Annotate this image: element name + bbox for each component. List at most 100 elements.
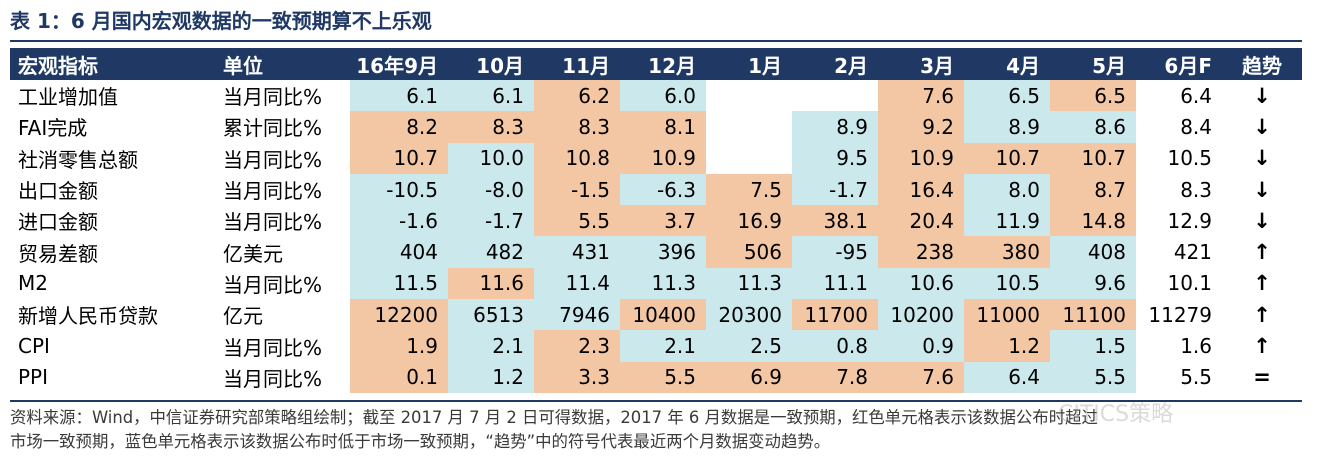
trend-down-arrow-icon: ↓	[1253, 208, 1271, 233]
data-cell: 6.5	[1050, 80, 1136, 112]
data-cell: 8.0	[964, 173, 1050, 206]
data-cell: 11.3	[620, 267, 706, 300]
forecast-cell: 10.5	[1167, 146, 1212, 171]
table-row: PPI 当月同比% 0.1 1.2 3.3 5.5 6.9 7.8 7.6 6.4 5.5 5.5 =	[10, 361, 1302, 393]
data-cell: 1.5	[1050, 330, 1136, 362]
data-cell: 16.4	[878, 173, 964, 206]
data-cell: 5.5	[534, 205, 620, 237]
data-cell	[706, 111, 792, 143]
forecast-cell: 11279	[1148, 302, 1212, 327]
forecast-cell: 6.4	[1180, 83, 1212, 108]
indicator-unit: 当月同比%	[223, 147, 323, 172]
column-header: 11月	[534, 48, 620, 80]
data-cell: 10200	[878, 299, 964, 331]
data-cell: 9.5	[792, 142, 878, 174]
data-cell: 7.6	[878, 361, 964, 393]
indicator-unit: 累计同比%	[223, 116, 323, 141]
indicator-name: 工业增加值	[18, 85, 118, 110]
data-cell: 6.2	[534, 80, 620, 112]
macro-data-table: 宏观指标 单位 16年9月 10月 11月 12月 1月 2月 3月 4月 5月 6月F 趋势 工业增加…	[10, 48, 1302, 393]
data-cell: 11700	[792, 299, 878, 331]
indicator-unit: 当月同比%	[223, 335, 323, 360]
indicator-name: FAI完成	[18, 116, 88, 141]
data-cell: 8.1	[620, 111, 706, 143]
data-cell: 404	[350, 236, 448, 268]
data-cell: 8.3	[448, 111, 534, 143]
data-cell: 10.7	[350, 142, 448, 174]
data-cell: 0.1	[350, 361, 448, 393]
forecast-cell: 8.3	[1180, 177, 1212, 202]
data-cell: 10400	[620, 299, 706, 331]
table-row: 贸易差额 亿美元 404 482 431 396 506 -95 238 380 408 421 ↑	[10, 236, 1302, 268]
forecast-cell: 421	[1173, 240, 1212, 265]
data-cell: -1.7	[448, 205, 534, 237]
data-cell: 2.1	[448, 330, 534, 362]
data-cell: 11100	[1050, 299, 1136, 331]
data-cell: -8.0	[448, 173, 534, 206]
data-cell: 6.1	[350, 80, 448, 112]
column-header: 10月	[448, 48, 534, 80]
data-cell: 10.9	[878, 142, 964, 174]
data-cell: 6.5	[964, 80, 1050, 112]
column-header: 6月F	[1136, 48, 1222, 80]
source-note-line-2: 市场一致预期，蓝色单元格表示该数据公布时低于市场一致预期，“趋势”中的符号代表最…	[10, 432, 831, 451]
column-header: 1月	[706, 48, 792, 80]
column-header: 单位	[215, 48, 350, 80]
column-header: 5月	[1050, 48, 1136, 80]
data-cell: 16.9	[706, 205, 792, 237]
data-cell: 11.9	[964, 205, 1050, 237]
data-cell: 482	[448, 236, 534, 268]
data-cell	[792, 80, 878, 112]
data-cell: 10.8	[534, 142, 620, 174]
table-body: 工业增加值 当月同比% 6.1 6.1 6.2 6.0 7.6 6.5 6.5 6.4 ↓ FAI完成…	[10, 80, 1302, 393]
indicator-unit: 亿美元	[223, 241, 283, 266]
data-cell: 2.5	[706, 330, 792, 362]
indicator-unit: 当月同比%	[223, 272, 323, 297]
data-cell: 2.1	[620, 330, 706, 362]
column-header: 宏观指标	[10, 48, 215, 80]
data-cell: 10.7	[1050, 142, 1136, 174]
indicator-unit: 当月同比%	[223, 85, 323, 110]
data-cell: -1.5	[534, 173, 620, 206]
data-cell: 506	[706, 236, 792, 268]
data-cell: 396	[620, 236, 706, 268]
data-cell: -10.5	[350, 173, 448, 206]
table-row: M2 当月同比% 11.5 11.6 11.4 11.3 11.3 11.1 10.6 10.5 9…	[10, 267, 1302, 300]
data-cell: 11.3	[706, 267, 792, 300]
data-cell: 20.4	[878, 205, 964, 237]
data-cell: 6.1	[448, 80, 534, 112]
indicator-name: M2	[18, 271, 48, 296]
forecast-cell: 8.4	[1180, 114, 1212, 139]
data-cell: 431	[534, 236, 620, 268]
data-cell: 8.2	[350, 111, 448, 143]
indicator-name: 进口金额	[18, 210, 98, 235]
data-cell: 1.2	[964, 330, 1050, 362]
column-header: 2月	[792, 48, 878, 80]
data-cell: 6.4	[964, 361, 1050, 393]
trend-up-arrow-icon: ↑	[1253, 271, 1271, 296]
indicator-unit: 当月同比%	[223, 179, 323, 204]
forecast-cell: 10.1	[1167, 271, 1212, 296]
table-row: 社消零售总额 当月同比% 10.7 10.0 10.8 10.9 9.5 10.9 10.7 10…	[10, 142, 1302, 174]
source-note-line-1: 资料来源：Wind，中信证券研究部策略组绘制；截至 2017 月 7 月 2 日…	[10, 408, 1098, 427]
forecast-cell: 5.5	[1180, 365, 1212, 390]
column-header: 4月	[964, 48, 1050, 80]
data-cell: 3.7	[620, 205, 706, 237]
data-cell: 11000	[964, 299, 1050, 331]
trend-up-arrow-icon: ↑	[1253, 302, 1271, 327]
data-cell: 408	[1050, 236, 1136, 268]
trend-down-arrow-icon: ↓	[1253, 114, 1271, 139]
data-cell: 6.9	[706, 361, 792, 393]
data-cell: 10.7	[964, 142, 1050, 174]
data-cell: 7.5	[706, 173, 792, 206]
data-cell: 14.8	[1050, 205, 1136, 237]
data-cell: 5.5	[620, 361, 706, 393]
trend-down-arrow-icon: ↓	[1253, 83, 1271, 108]
data-cell: 1.2	[448, 361, 534, 393]
data-cell: 10.6	[878, 267, 964, 300]
data-cell: 7.8	[792, 361, 878, 393]
data-cell	[706, 142, 792, 174]
data-cell: 8.6	[1050, 111, 1136, 143]
data-cell: 7.6	[878, 80, 964, 112]
data-cell: 10.9	[620, 142, 706, 174]
